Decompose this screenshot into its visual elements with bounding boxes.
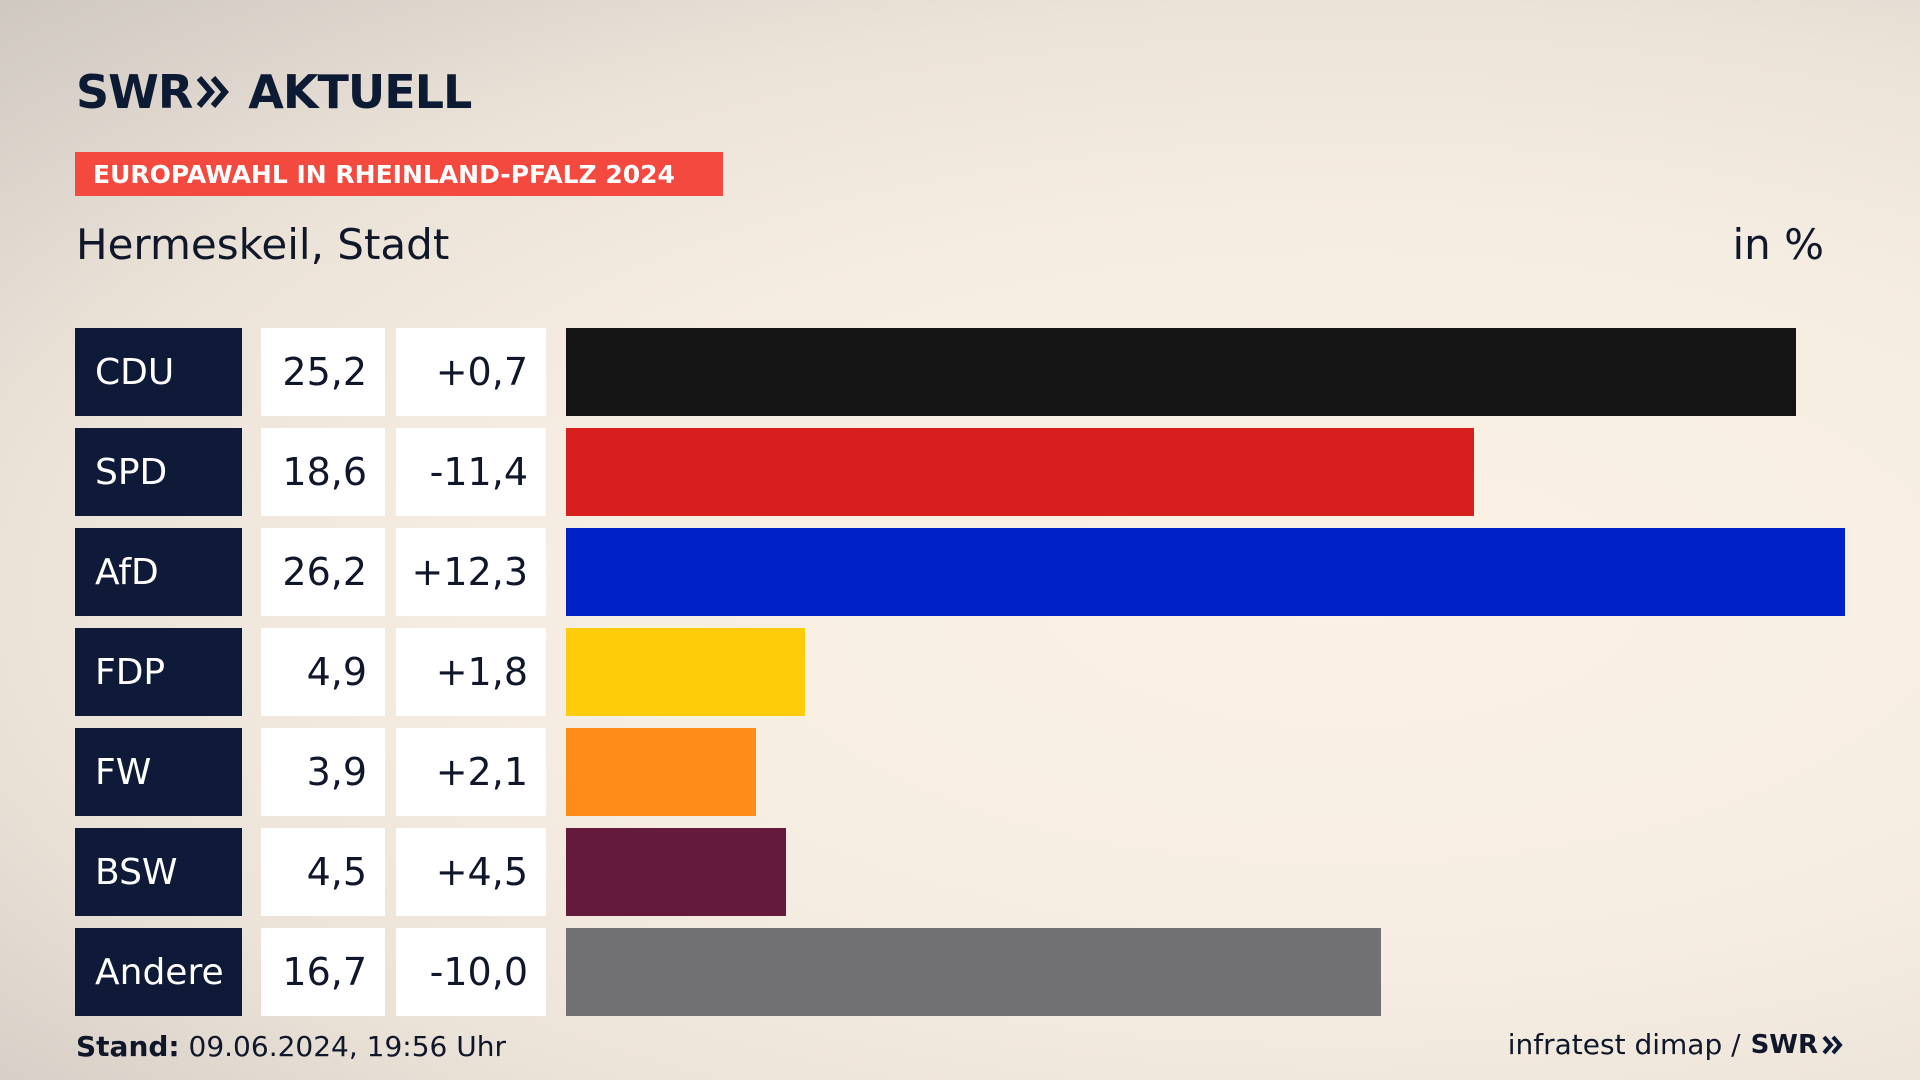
source-swr-text: SWR (1750, 1029, 1818, 1060)
result-row: FDP 4,9 +1,8 (75, 628, 1845, 716)
vote-share-label: 26,2 (261, 528, 385, 616)
change-label: +0,7 (396, 328, 546, 416)
result-bar (566, 628, 805, 716)
change-label: +2,1 (396, 728, 546, 816)
result-row: BSW 4,5 +4,5 (75, 828, 1845, 916)
party-label: FDP (75, 628, 242, 716)
result-bar (566, 728, 756, 816)
vote-share-label: 16,7 (261, 928, 385, 1016)
change-label: -11,4 (396, 428, 546, 516)
result-row: Andere 16,7 -10,0 (75, 928, 1845, 1016)
party-label: FW (75, 728, 242, 816)
vote-share-label: 3,9 (261, 728, 385, 816)
change-label: +12,3 (396, 528, 546, 616)
swr-aktuell-logo: SWR AKTUELL (76, 65, 472, 119)
source-text: infratest dimap / (1507, 1028, 1741, 1061)
vote-share-label: 4,9 (261, 628, 385, 716)
party-label: CDU (75, 328, 242, 416)
change-label: +4,5 (396, 828, 546, 916)
result-row: FW 3,9 +2,1 (75, 728, 1845, 816)
change-label: +1,8 (396, 628, 546, 716)
result-bar (566, 828, 786, 916)
stand-label: Stand: (76, 1030, 180, 1063)
double-chevron-right-icon (1822, 1035, 1843, 1054)
stand-value: 09.06.2024, 19:56 Uhr (188, 1030, 506, 1063)
logo-swr-text: SWR (76, 65, 193, 119)
change-label: -10,0 (396, 928, 546, 1016)
result-row: CDU 25,2 +0,7 (75, 328, 1845, 416)
result-row: AfD 26,2 +12,3 (75, 528, 1845, 616)
party-label: AfD (75, 528, 242, 616)
logo-aktuell-text: AKTUELL (248, 65, 472, 119)
double-chevron-right-icon (196, 74, 230, 110)
source-credit: infratest dimap / SWR (1508, 1028, 1844, 1061)
result-bar (566, 428, 1474, 516)
election-badge: EUROPAWAHL IN RHEINLAND-PFALZ 2024 (75, 152, 723, 196)
source-swr-logo: SWR (1751, 1030, 1844, 1060)
unit-label: in % (1732, 220, 1824, 269)
timestamp: Stand: 09.06.2024, 19:56 Uhr (76, 1030, 506, 1063)
page-title: Hermeskeil, Stadt (76, 220, 450, 269)
result-bar (566, 928, 1381, 1016)
party-label: Andere (75, 928, 242, 1016)
vote-share-label: 25,2 (261, 328, 385, 416)
result-row: SPD 18,6 -11,4 (75, 428, 1845, 516)
result-bar (566, 328, 1796, 416)
result-bar (566, 528, 1845, 616)
party-label: SPD (75, 428, 242, 516)
vote-share-label: 18,6 (261, 428, 385, 516)
vote-share-label: 4,5 (261, 828, 385, 916)
party-label: BSW (75, 828, 242, 916)
